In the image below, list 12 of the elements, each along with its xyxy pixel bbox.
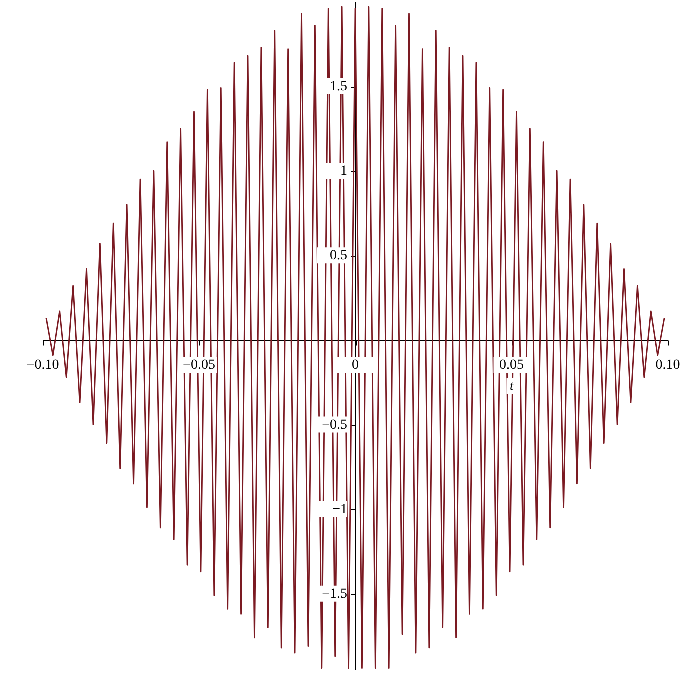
x-tick-label: −0.10 [26,358,60,374]
y-tick-label: 1 [340,164,348,180]
y-tick-label: 1.5 [330,80,348,95]
x-tick-label: 0.10 [656,358,680,374]
y-tick-label: −1.5 [322,586,348,602]
y-tick-label: −1 [332,502,348,518]
x-tick-label: 0 [352,358,359,374]
x-axis-title: t [510,378,514,394]
y-tick-label: −0.5 [322,418,348,433]
y-tick-label: 0.5 [330,248,348,264]
x-tick-label: 0.05 [500,358,524,374]
x-tick-label: −0.05 [183,358,216,374]
